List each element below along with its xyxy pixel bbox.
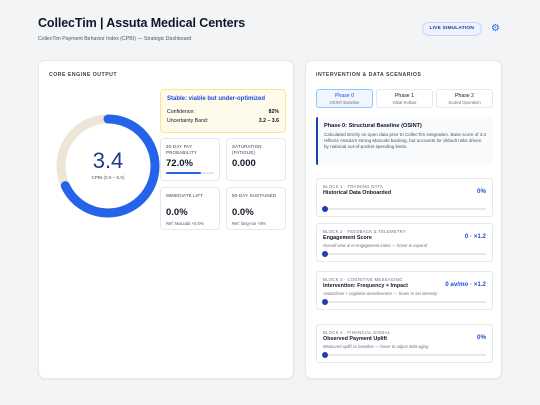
tab-phase-2[interactable]: Phase 2 Scaled Operation	[436, 89, 493, 108]
block-value: 0%	[477, 334, 486, 341]
cpbi-range-label: CPBI (0.0 – 5.0)	[91, 175, 125, 180]
status-box: Stable: viable but under-optimized Confi…	[160, 89, 286, 133]
block-title: Engagement Score	[323, 235, 372, 241]
slider-thumb[interactable]	[322, 299, 328, 305]
block-tag: BLOCK 3 · COGNITIVE MESSAGING	[323, 277, 403, 282]
pay-probability-bar-fill	[166, 172, 201, 174]
block-feedback-telemetry: BLOCK 2 · FEEDBACK & TELEMETRY Engagemen…	[316, 223, 493, 262]
slider-track[interactable]	[322, 206, 486, 212]
metric-immediate-lift: IMMEDIATE LIFT 0.0% Ref: Maccabi +0.0%	[160, 187, 220, 230]
metric-label: 90-DAY SUSTAINED	[232, 193, 277, 198]
metric-label: 30-DAY PAY PROBABILITY	[166, 144, 197, 155]
tab-phase-1[interactable]: Phase 1 Initial Rollout	[376, 89, 433, 108]
core-engine-card: CORE ENGINE OUTPUT 3.4 CPBI (0.0 – 5.0) …	[38, 60, 294, 379]
slider-track[interactable]	[322, 352, 486, 358]
slider-track[interactable]	[322, 299, 486, 305]
description-title: Phase 0: Structural Baseline (OSINT)	[324, 123, 422, 129]
block-tag: BLOCK 4 · FINANCIAL SIGNAL	[323, 330, 391, 335]
block-tag: BLOCK 2 · FEEDBACK & TELEMETRY	[323, 229, 407, 234]
page-subtitle: CollecTim Payment Behavior Index (CPBI) …	[38, 36, 192, 42]
confidence-row: Confidence: 82%	[167, 109, 279, 115]
slider-thumb[interactable]	[322, 251, 328, 257]
phase-sub: Scaled Operation	[448, 100, 481, 105]
gear-icon[interactable]: ⚙	[491, 23, 500, 34]
scenarios-title: INTERVENTION & DATA SCENARIOS	[316, 72, 422, 78]
metric-reference: Ref: Maccabi +0.0%	[166, 221, 204, 226]
cpbi-value: 3.4	[92, 148, 124, 173]
metric-value: 0.0%	[232, 207, 254, 218]
uncertainty-row: Uncertainty Band: 3.2 – 3.6	[167, 118, 279, 124]
pay-probability-bar	[166, 172, 214, 174]
metric-label: IMMEDIATE LIFT	[166, 193, 204, 198]
block-training-data: BLOCK 1 · TRAINING DATA Historical Data …	[316, 178, 493, 217]
page-title: CollecTim | Assuta Medical Centers	[38, 16, 246, 30]
slider-thumb[interactable]	[322, 206, 328, 212]
block-value: 0 · ×1.2	[464, 233, 486, 240]
metric-reference: Ref: long-run +0%	[232, 221, 266, 226]
live-simulation-button[interactable]: LIVE SIMULATION	[421, 22, 482, 36]
confidence-value: 82%	[268, 109, 279, 115]
core-engine-title: CORE ENGINE OUTPUT	[49, 72, 118, 78]
slider-track[interactable]	[322, 251, 486, 257]
slider-thumb[interactable]	[322, 352, 328, 358]
uncertainty-value: 3.2 – 3.6	[258, 118, 279, 124]
metric-pay-probability: 30-DAY PAY PROBABILITY 72.0%	[160, 138, 220, 181]
phase-sub: Initial Rollout	[392, 100, 417, 105]
status-title: Stable: viable but under-optimized	[167, 96, 266, 102]
metric-label: SATURATION (FATIGUE)	[232, 144, 262, 155]
metric-saturation: SATURATION (FATIGUE) 0.000	[226, 138, 286, 181]
phase-name: Phase 0	[334, 93, 355, 99]
metric-value: 0.0%	[166, 207, 188, 218]
block-title: Observed Payment Uplift	[323, 336, 388, 342]
phase-description: Phase 0: Structural Baseline (OSINT) Cal…	[316, 117, 493, 165]
phase-name: Phase 2	[454, 93, 475, 99]
phase-name: Phase 1	[394, 93, 415, 99]
gauge-arc	[56, 114, 160, 218]
scenarios-card: INTERVENTION & DATA SCENARIOS Phase 0 OS…	[305, 60, 502, 379]
block-financial-signal: BLOCK 4 · FINANCIAL SIGNAL Observed Paym…	[316, 324, 493, 363]
block-cognitive-messaging: BLOCK 3 · COGNITIVE MESSAGING Interventi…	[316, 271, 493, 310]
cpbi-gauge	[56, 114, 160, 218]
block-title: Historical Data Onboarded	[323, 190, 391, 196]
block-value: 0%	[477, 188, 486, 195]
metric-value: 0.000	[232, 158, 256, 169]
metric-sustained: 90-DAY SUSTAINED 0.0% Ref: long-run +0%	[226, 187, 286, 230]
tab-phase-0[interactable]: Phase 0 OSINT Baseline	[316, 89, 373, 108]
description-text: Calculated strictly on open data prior t…	[324, 132, 487, 150]
block-hint: Overall view & re-engagement index — hov…	[323, 242, 428, 248]
block-value: 0 av/mo · ×1.2	[445, 281, 486, 288]
block-hint: Measured uplift vs baseline — hover to a…	[323, 343, 429, 349]
metric-value: 72.0%	[166, 158, 193, 169]
dashboard-header: CollecTim | Assuta Medical Centers Colle…	[38, 16, 502, 46]
block-title: Intervention: Frequency × Impact	[323, 283, 408, 289]
confidence-label: Confidence:	[167, 109, 195, 115]
block-hint: Avatar/tone + cognitive assertiveness — …	[323, 290, 438, 296]
phase-sub: OSINT Baseline	[329, 100, 360, 105]
block-tag: BLOCK 1 · TRAINING DATA	[323, 184, 383, 189]
uncertainty-label: Uncertainty Band:	[167, 118, 209, 124]
